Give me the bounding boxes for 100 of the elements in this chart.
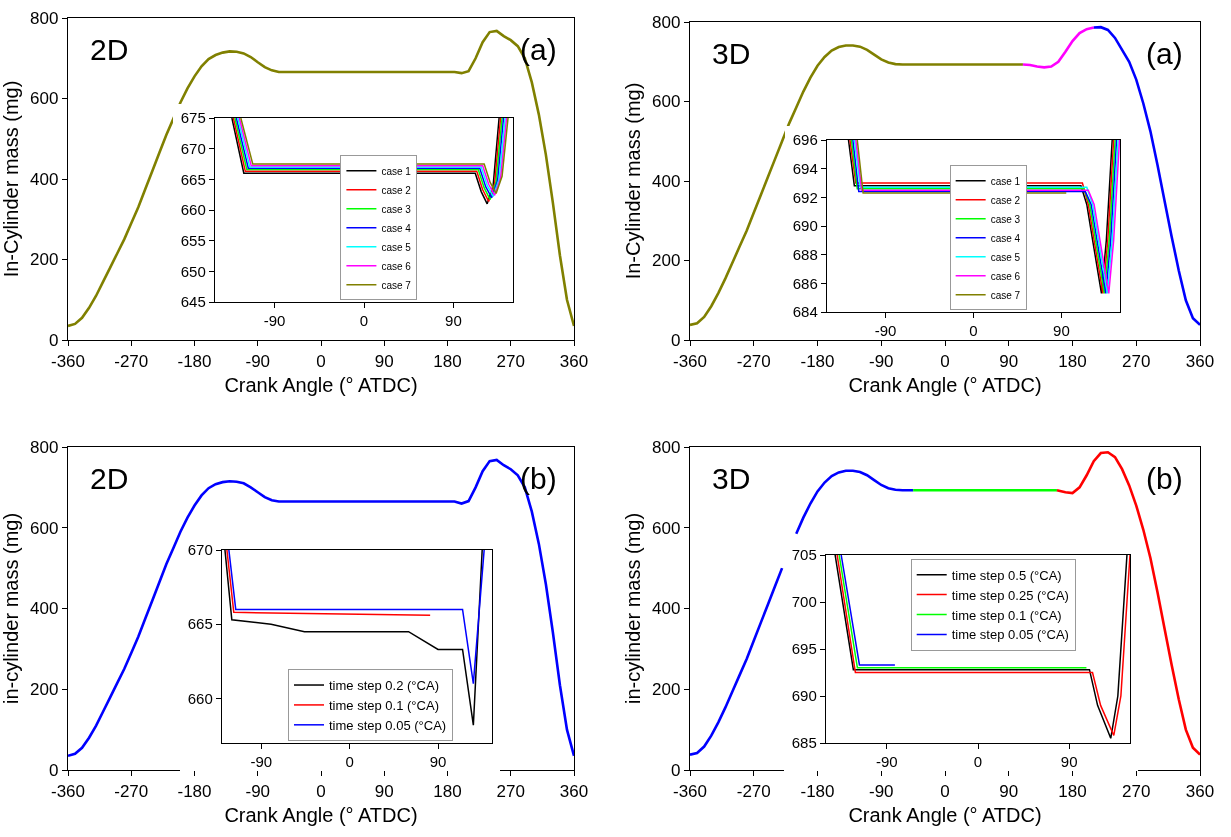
legend-label: time step 0.1 (°CA) bbox=[329, 697, 439, 713]
y-tick-label: 665 bbox=[180, 170, 206, 188]
annotation: 2D bbox=[90, 462, 129, 495]
legend-label: case 5 bbox=[381, 241, 412, 253]
y-axis-title: In-Cylinder mass (mg) bbox=[622, 82, 644, 280]
x-tick-label: 90 bbox=[999, 351, 1019, 371]
x-tick-label: 180 bbox=[1058, 781, 1087, 801]
y-tick-label: 684 bbox=[792, 303, 818, 321]
x-tick-label: -360 bbox=[50, 781, 86, 801]
line-series bbox=[68, 458, 574, 758]
x-tick-label: -90 bbox=[874, 322, 897, 340]
x-tick-label: 90 bbox=[374, 781, 394, 801]
x-tick-label: -90 bbox=[245, 781, 271, 801]
y-tick-label: 688 bbox=[792, 245, 818, 263]
x-tick-label: 0 bbox=[940, 351, 950, 371]
annotation: 3D bbox=[712, 37, 751, 70]
x-tick-label: 270 bbox=[1122, 781, 1151, 801]
legend-label: case 7 bbox=[381, 279, 412, 291]
y-tick-label: 800 bbox=[30, 8, 59, 28]
legend-label: case 5 bbox=[990, 251, 1021, 263]
x-tick-label: -180 bbox=[800, 351, 835, 371]
x-axis-title: Crank Angle (° ATDC) bbox=[224, 374, 418, 396]
legend-label: time step 0.5 (°CA) bbox=[951, 567, 1062, 583]
x-tick-label: 0 bbox=[359, 312, 369, 330]
y-tick-label: 200 bbox=[30, 250, 59, 270]
y-tick-label: 600 bbox=[30, 89, 59, 109]
y-tick-label: 696 bbox=[792, 131, 818, 149]
x-tick-label: -270 bbox=[736, 351, 771, 371]
x-tick-label: 360 bbox=[1185, 781, 1215, 801]
legend-label: case 7 bbox=[990, 289, 1021, 301]
legend-label: case 6 bbox=[990, 270, 1021, 282]
line-series bbox=[690, 44, 1025, 327]
x-tick-label: 180 bbox=[1058, 351, 1087, 371]
legend-label: case 1 bbox=[990, 175, 1021, 187]
legend-label: case 6 bbox=[381, 260, 412, 272]
annotation: (a) bbox=[1146, 37, 1183, 70]
legend-label: case 4 bbox=[990, 232, 1021, 244]
x-tick-label: -360 bbox=[50, 351, 86, 371]
x-tick-label: -180 bbox=[800, 781, 835, 801]
x-tick-label: 360 bbox=[1185, 351, 1215, 371]
y-tick-label: 800 bbox=[652, 12, 681, 32]
legend-label: time step 0.05 (°CA) bbox=[951, 627, 1069, 643]
y-tick-label: 400 bbox=[30, 169, 59, 189]
annotation: 3D bbox=[712, 462, 751, 495]
y-axis-title: in-cylinder mass (mg) bbox=[622, 512, 644, 705]
y-tick-label: 695 bbox=[791, 640, 817, 658]
y-tick-label: 650 bbox=[180, 262, 206, 280]
x-tick-label: 90 bbox=[1060, 753, 1078, 771]
y-tick-label: 692 bbox=[792, 188, 818, 206]
y-tick-label: 200 bbox=[30, 680, 59, 700]
x-tick-label: 90 bbox=[429, 753, 447, 771]
x-tick-label: 360 bbox=[559, 351, 589, 371]
x-tick-label: 90 bbox=[1053, 322, 1070, 340]
x-tick-label: -90 bbox=[875, 753, 898, 771]
legend-label: case 2 bbox=[990, 194, 1021, 206]
legend-label: case 4 bbox=[381, 222, 412, 234]
line-series bbox=[1021, 26, 1096, 69]
line-series bbox=[68, 29, 574, 328]
x-axis-title: Crank Angle (° ATDC) bbox=[848, 374, 1042, 396]
x-tick-label: 0 bbox=[973, 753, 983, 771]
x-tick-label: 90 bbox=[374, 351, 394, 371]
x-tick-label: -90 bbox=[245, 351, 271, 371]
y-tick-label: 600 bbox=[652, 518, 681, 538]
legend-label: time step 0.05 (°CA) bbox=[329, 717, 447, 733]
x-tick-label: 0 bbox=[316, 781, 326, 801]
x-tick-label: -270 bbox=[114, 781, 149, 801]
annotation: (a) bbox=[520, 33, 557, 66]
x-tick-label: -90 bbox=[263, 312, 286, 330]
y-tick-label: 665 bbox=[187, 615, 213, 633]
y-tick-label: 655 bbox=[180, 231, 206, 249]
legend-label: case 3 bbox=[381, 203, 412, 215]
legend-label: case 1 bbox=[381, 165, 412, 177]
x-tick-label: -180 bbox=[177, 351, 212, 371]
x-tick-label: 360 bbox=[559, 781, 589, 801]
y-tick-label: 600 bbox=[30, 518, 59, 538]
x-tick-label: 0 bbox=[316, 351, 326, 371]
y-tick-label: 690 bbox=[792, 217, 818, 235]
y-tick-label: 800 bbox=[30, 437, 59, 457]
x-tick-label: 180 bbox=[433, 781, 462, 801]
y-tick-label: 670 bbox=[180, 139, 206, 157]
x-tick-label: 90 bbox=[445, 312, 462, 330]
legend-label: time step 0.2 (°CA) bbox=[329, 678, 439, 694]
y-tick-label: 705 bbox=[791, 546, 817, 564]
legend-label: case 2 bbox=[381, 184, 412, 196]
y-tick-label: 685 bbox=[791, 734, 817, 752]
legend-label: time step 0.1 (°CA) bbox=[951, 607, 1062, 623]
y-tick-label: 600 bbox=[652, 92, 681, 112]
annotation: (b) bbox=[520, 462, 557, 495]
x-axis-title: Crank Angle (° ATDC) bbox=[848, 804, 1042, 826]
y-tick-label: 700 bbox=[791, 593, 817, 611]
y-tick-label: 660 bbox=[180, 201, 206, 219]
x-axis-title: Crank Angle (° ATDC) bbox=[224, 804, 418, 826]
x-tick-label: 270 bbox=[1122, 351, 1151, 371]
x-tick-label: -90 bbox=[250, 753, 273, 771]
x-tick-label: -360 bbox=[672, 351, 708, 371]
x-tick-label: 270 bbox=[496, 781, 525, 801]
x-tick-label: 270 bbox=[496, 351, 525, 371]
y-tick-label: 690 bbox=[791, 687, 817, 705]
x-tick-label: -180 bbox=[177, 781, 212, 801]
y-tick-label: 694 bbox=[792, 159, 818, 177]
